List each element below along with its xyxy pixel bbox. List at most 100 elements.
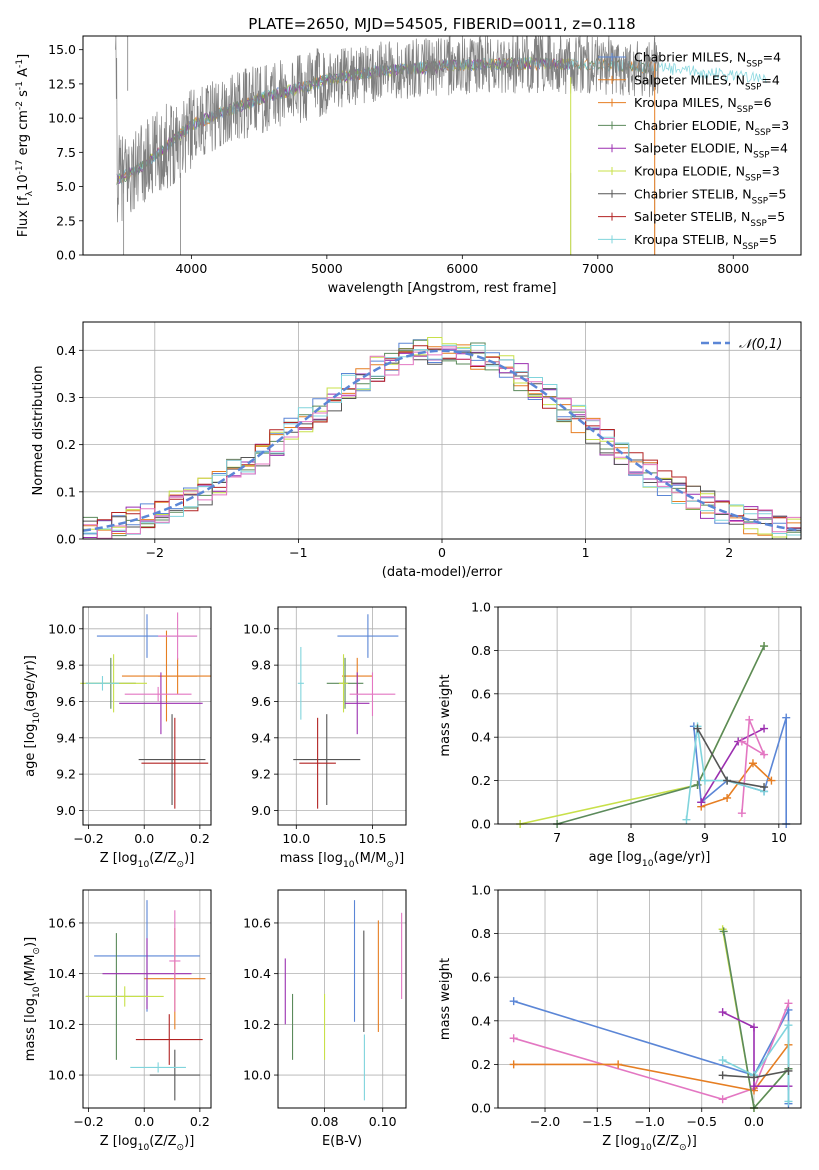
mass-weight-marker <box>697 798 706 807</box>
mass-weight-marker <box>784 1066 793 1075</box>
x-tick-label: −0.2 <box>73 1114 103 1129</box>
x-tick-label: 7000 <box>582 261 614 276</box>
y-tick-label: 0.0 <box>56 248 76 263</box>
legend-label: Salpeter ELODIE, NSSP=4 <box>634 141 788 161</box>
x-tick-label: 1 <box>582 545 590 560</box>
mass-weight-marker <box>718 1056 727 1065</box>
y-tick-label: 9.4 <box>56 730 76 745</box>
mass-weight-line <box>693 717 787 824</box>
x-tick-label: 0.0 <box>134 1114 154 1129</box>
x-axis-label: Z [log10(Z/Z⊙)] <box>602 1134 697 1153</box>
y-tick-label: 0.6 <box>471 686 491 701</box>
y-tick-label: 0.0 <box>471 1101 491 1116</box>
y-tick-label: 0.2 <box>471 1057 491 1072</box>
x-tick-label: 0.08 <box>311 1114 339 1129</box>
mass-weight-line <box>513 1044 790 1092</box>
mass-weight-marker <box>760 783 769 792</box>
mass-weight-marker <box>682 815 691 824</box>
mass-weight-marker <box>767 776 776 785</box>
x-tick-label: −2 <box>146 545 164 560</box>
mass-weight-line <box>722 1011 789 1087</box>
x-tick-label: 10 <box>771 830 787 845</box>
axes-frame <box>82 321 802 540</box>
y-tick-label: 10.0 <box>243 1068 271 1083</box>
y-tick-label: 9.8 <box>56 658 76 673</box>
mass-weight-marker <box>782 713 791 722</box>
y-tick-label: 0.2 <box>56 437 76 452</box>
y-tick-label: 9.2 <box>251 767 271 782</box>
y-tick-label: 10.2 <box>48 1017 76 1032</box>
y-tick-label: 0.0 <box>471 817 491 832</box>
x-axis-label: wavelength [Angstrom, rest frame] <box>328 281 557 296</box>
x-axis-label: Z [log10(Z/Z⊙)] <box>100 851 195 870</box>
axes-frame <box>497 889 802 1109</box>
x-tick-label: 0.2 <box>190 1114 210 1129</box>
y-tick-label: 10.4 <box>243 966 271 981</box>
x-axis-label: Z [log10(Z/Z⊙)] <box>100 1134 195 1153</box>
y-tick-label: 12.5 <box>48 76 76 91</box>
x-tick-label: 0.10 <box>369 1114 397 1129</box>
mass-weight-marker <box>749 1023 758 1032</box>
y-tick-label: 10.2 <box>243 1017 271 1032</box>
axes-frame <box>82 35 802 256</box>
mass-weight-marker <box>784 999 793 1008</box>
x-axis-label: age [log10(age/yr)] <box>589 850 711 869</box>
y-tick-label: 0.8 <box>471 643 491 658</box>
mass-weight-marker <box>719 927 728 936</box>
y-tick-label: 0.3 <box>56 390 76 405</box>
x-tick-label: 0.0 <box>134 831 154 846</box>
y-tick-label: 10.6 <box>48 915 76 930</box>
y-tick-label: 0.4 <box>471 730 491 745</box>
y-tick-label: 0.1 <box>56 484 76 499</box>
mass-weight-marker <box>737 737 746 746</box>
legend-label: Kroupa ELODIE, NSSP=3 <box>634 164 780 184</box>
y-tick-label: 2.5 <box>56 213 76 228</box>
y-tick-label: 9.4 <box>251 730 271 745</box>
x-tick-label: −2.0 <box>530 1114 560 1129</box>
legend-label: Chabrier STELIB, NSSP=5 <box>634 186 786 206</box>
mass-weight-line <box>722 1022 790 1102</box>
mass-weight-marker <box>749 1082 758 1091</box>
mass-weight-marker <box>723 793 732 802</box>
y-tick-label: 10.6 <box>243 915 271 930</box>
mass-weight-line <box>556 645 765 825</box>
mass-weight-marker <box>509 997 518 1006</box>
legend-label: Kroupa MILES, NSSP=6 <box>634 95 772 115</box>
x-tick-label: 0.2 <box>190 831 210 846</box>
y-tick-label: 9.6 <box>251 694 271 709</box>
mass-weight-marker <box>718 1071 727 1080</box>
y-tick-label: 1.0 <box>471 600 491 615</box>
x-tick-label: 10.5 <box>359 831 387 846</box>
y-axis-label: Normed distribution <box>31 366 46 496</box>
x-tick-label: −0.2 <box>73 831 103 846</box>
y-tick-label: 9.0 <box>56 803 76 818</box>
mass-weight-line <box>741 719 766 814</box>
y-tick-label: 1.0 <box>471 883 491 898</box>
mass-weight-marker <box>509 1034 518 1043</box>
mass-weight-marker <box>700 776 709 785</box>
mass-weight-marker <box>509 1060 518 1069</box>
observed-spectrum <box>115 35 659 223</box>
axes-frame <box>82 889 212 1109</box>
y-tick-label: 10.0 <box>48 111 76 126</box>
y-tick-label: 0.4 <box>56 343 76 358</box>
axes-frame <box>82 606 212 826</box>
x-tick-label: 4000 <box>175 261 207 276</box>
mass-weight-line <box>513 1003 790 1101</box>
y-tick-label: 10.4 <box>48 966 76 981</box>
x-tick-label: −0.5 <box>687 1114 717 1129</box>
x-tick-label: 8 <box>627 830 635 845</box>
y-axis-label: age [log10(age/yr)] <box>23 655 42 777</box>
mass-weight-marker <box>748 759 757 768</box>
mass-weight-marker <box>718 1095 727 1104</box>
y-tick-label: 15.0 <box>48 42 76 57</box>
mass-weight-marker <box>760 724 769 733</box>
y-axis-label: Flux [fλ10-17 erg cm-2 s-1 A-1] <box>15 54 35 237</box>
mass-weight-marker <box>760 642 769 651</box>
axes-frame <box>497 606 802 825</box>
y-tick-label: 9.6 <box>56 694 76 709</box>
x-tick-label: −1.0 <box>634 1114 664 1129</box>
x-tick-label: 0.0 <box>744 1114 764 1129</box>
y-tick-label: 0.2 <box>471 773 491 788</box>
